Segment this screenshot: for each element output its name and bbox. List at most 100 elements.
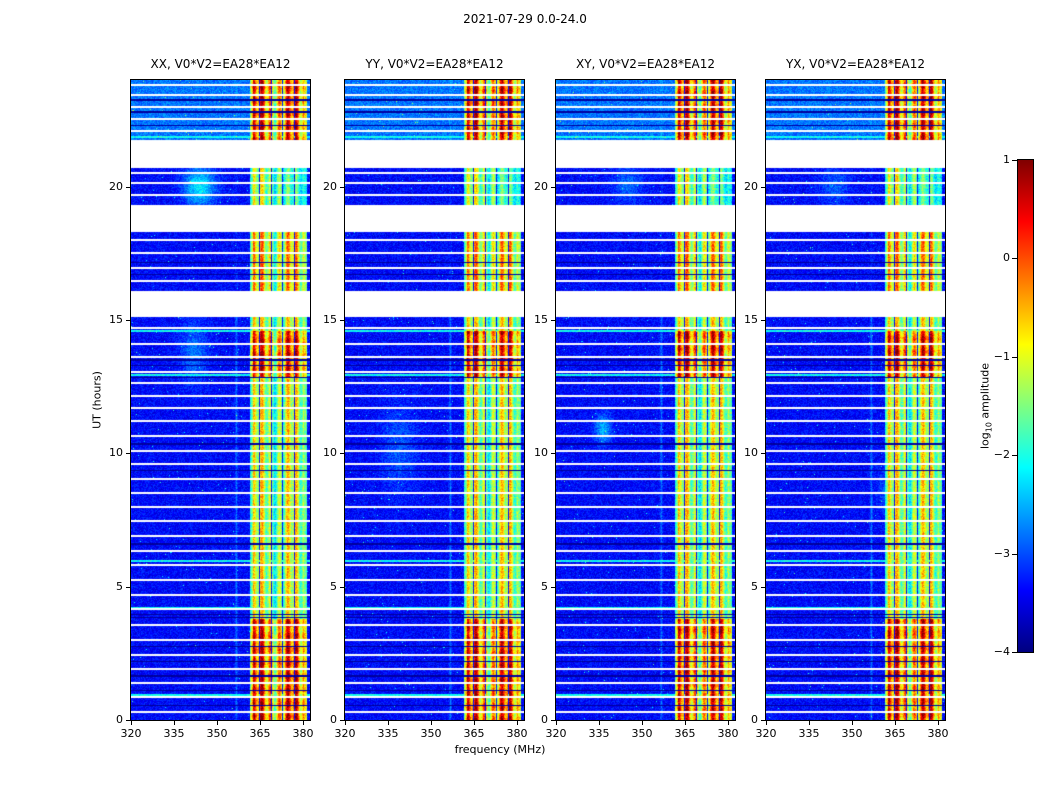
- x-tick-label: 320: [120, 727, 142, 740]
- colorbar-label-prefix: log: [978, 432, 992, 450]
- x-tick-mark: [431, 721, 432, 725]
- x-tick-mark: [642, 721, 643, 725]
- y-tick-mark: [340, 453, 344, 454]
- y-tick-mark: [551, 320, 555, 321]
- y-tick-mark: [761, 720, 765, 721]
- y-tick-label: 10: [109, 446, 123, 459]
- colorbar-tick-mark: [1012, 455, 1017, 456]
- panel-frame-xx: [130, 79, 311, 721]
- x-tick-label: 350: [206, 727, 228, 740]
- x-tick-mark: [131, 721, 132, 725]
- x-tick-mark: [517, 721, 518, 725]
- y-tick-label: 10: [534, 446, 548, 459]
- y-tick-mark: [761, 187, 765, 188]
- panel-title-xx: XX, V0*V2=EA28*EA12: [150, 57, 291, 71]
- panel-title-yx: YX, V0*V2=EA28*EA12: [785, 57, 926, 71]
- x-tick-mark: [388, 721, 389, 725]
- y-tick-label: 0: [116, 713, 123, 726]
- x-tick-label: 320: [545, 727, 567, 740]
- y-tick-mark: [340, 320, 344, 321]
- x-tick-mark: [728, 721, 729, 725]
- x-tick-mark: [217, 721, 218, 725]
- y-tick-mark: [551, 720, 555, 721]
- y-tick-label: 5: [330, 580, 337, 593]
- x-tick-label: 320: [334, 727, 356, 740]
- x-tick-label: 350: [841, 727, 863, 740]
- y-tick-label: 0: [751, 713, 758, 726]
- y-tick-label: 0: [541, 713, 548, 726]
- colorbar: [1017, 159, 1034, 653]
- spectrogram-xy: [556, 80, 735, 720]
- y-tick-mark: [761, 453, 765, 454]
- x-tick-label: 365: [884, 727, 906, 740]
- x-tick-mark: [303, 721, 304, 725]
- y-tick-mark: [126, 320, 130, 321]
- y-tick-label: 20: [323, 180, 337, 193]
- y-tick-mark: [126, 453, 130, 454]
- y-tick-label: 15: [534, 313, 548, 326]
- x-tick-mark: [599, 721, 600, 725]
- y-tick-label: 5: [751, 580, 758, 593]
- x-tick-label: 350: [631, 727, 653, 740]
- x-tick-label: 365: [463, 727, 485, 740]
- colorbar-tick-mark: [1012, 258, 1017, 259]
- y-tick-label: 0: [330, 713, 337, 726]
- colorbar-label: log10 amplitude: [978, 363, 993, 449]
- y-tick-label: 20: [744, 180, 758, 193]
- y-tick-mark: [340, 587, 344, 588]
- y-tick-mark: [551, 187, 555, 188]
- x-tick-label: 350: [420, 727, 442, 740]
- x-tick-label: 335: [588, 727, 610, 740]
- spectrogram-yx: [766, 80, 945, 720]
- colorbar-label-sub: 10: [984, 422, 994, 433]
- colorbar-tick-label: −1: [993, 350, 1010, 363]
- panel-frame-xy: [555, 79, 736, 721]
- y-tick-mark: [761, 320, 765, 321]
- x-tick-label: 320: [755, 727, 777, 740]
- y-tick-label: 15: [323, 313, 337, 326]
- colorbar-tick-mark: [1012, 652, 1017, 653]
- spectrogram-xx: [131, 80, 310, 720]
- y-tick-label: 15: [109, 313, 123, 326]
- colorbar-tick-mark: [1012, 554, 1017, 555]
- panel-title-xy: XY, V0*V2=EA28*EA12: [575, 57, 716, 71]
- x-tick-label: 335: [798, 727, 820, 740]
- x-tick-label: 380: [717, 727, 739, 740]
- y-tick-mark: [551, 587, 555, 588]
- x-tick-label: 380: [292, 727, 314, 740]
- x-tick-label: 380: [506, 727, 528, 740]
- y-tick-label: 15: [744, 313, 758, 326]
- x-tick-mark: [938, 721, 939, 725]
- colorbar-tick-label: 1: [1003, 153, 1010, 166]
- colorbar-tick-mark: [1012, 357, 1017, 358]
- x-tick-mark: [685, 721, 686, 725]
- y-tick-label: 10: [744, 446, 758, 459]
- y-axis-label: UT (hours): [90, 371, 104, 429]
- x-tick-label: 335: [163, 727, 185, 740]
- x-tick-mark: [345, 721, 346, 725]
- colorbar-tick-label: −4: [993, 645, 1010, 658]
- x-tick-mark: [766, 721, 767, 725]
- panel-frame-yx: [765, 79, 946, 721]
- y-tick-mark: [126, 187, 130, 188]
- x-tick-label: 380: [927, 727, 949, 740]
- x-tick-label: 365: [249, 727, 271, 740]
- y-tick-mark: [340, 187, 344, 188]
- y-tick-mark: [761, 587, 765, 588]
- panel-title-yy: YY, V0*V2=EA28*EA12: [365, 57, 504, 71]
- y-tick-label: 5: [116, 580, 123, 593]
- x-tick-mark: [260, 721, 261, 725]
- y-tick-label: 5: [541, 580, 548, 593]
- y-tick-mark: [126, 587, 130, 588]
- x-tick-mark: [809, 721, 810, 725]
- y-tick-mark: [126, 720, 130, 721]
- colorbar-tick-label: 0: [1003, 251, 1010, 264]
- x-tick-mark: [852, 721, 853, 725]
- colorbar-tick-mark: [1012, 160, 1017, 161]
- figure-title: 2021-07-29 0.0-24.0: [463, 12, 587, 26]
- x-tick-label: 335: [377, 727, 399, 740]
- x-axis-label: frequency (MHz): [454, 743, 546, 756]
- y-tick-label: 20: [109, 180, 123, 193]
- x-tick-mark: [895, 721, 896, 725]
- x-tick-label: 365: [674, 727, 696, 740]
